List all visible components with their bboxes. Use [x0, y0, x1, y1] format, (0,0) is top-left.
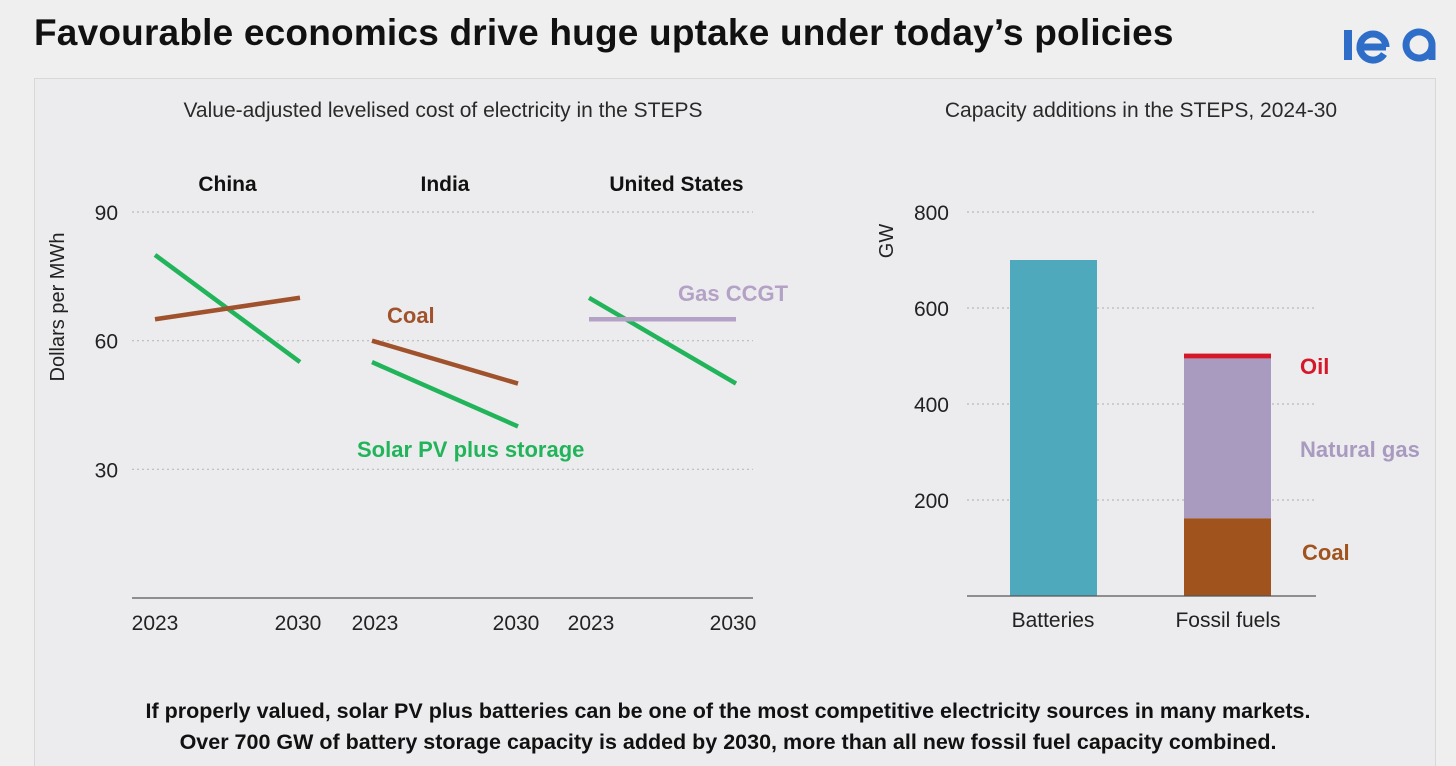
footer-line-1: If properly valued, solar PV plus batter… — [145, 699, 1311, 723]
capacity-y-axis-label: GW — [876, 224, 898, 259]
series-line-india-solar-pv-plus-storage — [371, 360, 519, 429]
lcoe-y-axis-label: Dollars per MWh — [47, 233, 69, 382]
annotation-solar: Solar PV plus storage — [357, 437, 584, 462]
capacity-bars — [1010, 260, 1271, 596]
footer-line-2: Over 700 GW of battery storage capacity … — [179, 730, 1277, 754]
slide-title: Favourable economics drive huge uptake u… — [34, 12, 1174, 53]
lcoe-panels: China 2023 2030 India 2023 2030 United States 2… — [132, 173, 757, 635]
series-line-china-coal — [154, 295, 301, 322]
lcoe-panel-china: China 2023 2030 — [132, 173, 322, 635]
capacity-y-tick-600: 600 — [914, 298, 949, 321]
capacity-chart-title: Capacity additions in the STEPS, 2024-30 — [945, 99, 1337, 122]
x-tick-india-2023: 2023 — [352, 612, 399, 635]
legend-label-coal: Coal — [1302, 540, 1350, 565]
annotation-gas: Gas CCGT — [678, 281, 789, 306]
capacity-x-tick-batteries: Batteries — [1012, 609, 1095, 632]
logo-i-stem — [1344, 30, 1352, 60]
lcoe-y-tick-90: 90 — [95, 202, 118, 225]
x-tick-united-states-2023: 2023 — [568, 612, 615, 635]
capacity-y-tick-800: 800 — [914, 202, 949, 225]
capacity-x-tick-fossil-fuels: Fossil fuels — [1175, 609, 1280, 632]
lcoe-y-tick-30: 30 — [95, 459, 118, 482]
annotation-coal: Coal — [387, 303, 435, 328]
x-tick-china-2030: 2030 — [275, 612, 322, 635]
lcoe-chart-title: Value-adjusted levelised cost of electri… — [183, 99, 702, 122]
bar-fossil-fuels-natural-gas — [1184, 358, 1271, 519]
legend-label-oil: Oil — [1300, 354, 1329, 379]
bar-fossil-fuels-coal — [1184, 518, 1271, 596]
lcoe-panel-india: India 2023 2030 — [352, 173, 540, 635]
lcoe-chart: Value-adjusted levelised cost of electri… — [47, 99, 789, 635]
logo-a — [1402, 28, 1436, 62]
panel-title-india: India — [420, 173, 469, 196]
series-line-united-states-solar-pv-plus-storage — [587, 295, 738, 386]
logo-e — [1356, 30, 1390, 64]
legend-label-natural-gas: Natural gas — [1300, 437, 1420, 462]
lcoe-panel-united-states: United States 2023 2030 — [568, 173, 757, 635]
bar-batteries-batteries — [1010, 260, 1097, 596]
x-tick-united-states-2030: 2030 — [710, 612, 757, 635]
capacity-x-ticks: Batteries Fossil fuels — [1012, 609, 1281, 632]
lcoe-gridlines — [132, 211, 753, 470]
panel-title-united-states: United States — [609, 173, 743, 196]
lcoe-y-tick-60: 60 — [95, 331, 118, 354]
capacity-y-ticks: 200 400 600 800 — [914, 202, 949, 513]
x-tick-india-2030: 2030 — [493, 612, 540, 635]
capacity-y-tick-400: 400 — [914, 394, 949, 417]
x-tick-china-2023: 2023 — [132, 612, 179, 635]
panel-title-china: China — [198, 173, 257, 196]
footer-caption: If properly valued, solar PV plus batter… — [0, 696, 1456, 758]
series-line-india-coal — [371, 338, 519, 386]
iea-logo: iea — [1344, 28, 1436, 64]
capacity-chart: Capacity additions in the STEPS, 2024-30… — [876, 99, 1420, 632]
bar-fossil-fuels-oil — [1184, 353, 1271, 359]
capacity-y-tick-200: 200 — [914, 490, 949, 513]
lcoe-y-ticks: 30 60 90 — [95, 202, 118, 482]
